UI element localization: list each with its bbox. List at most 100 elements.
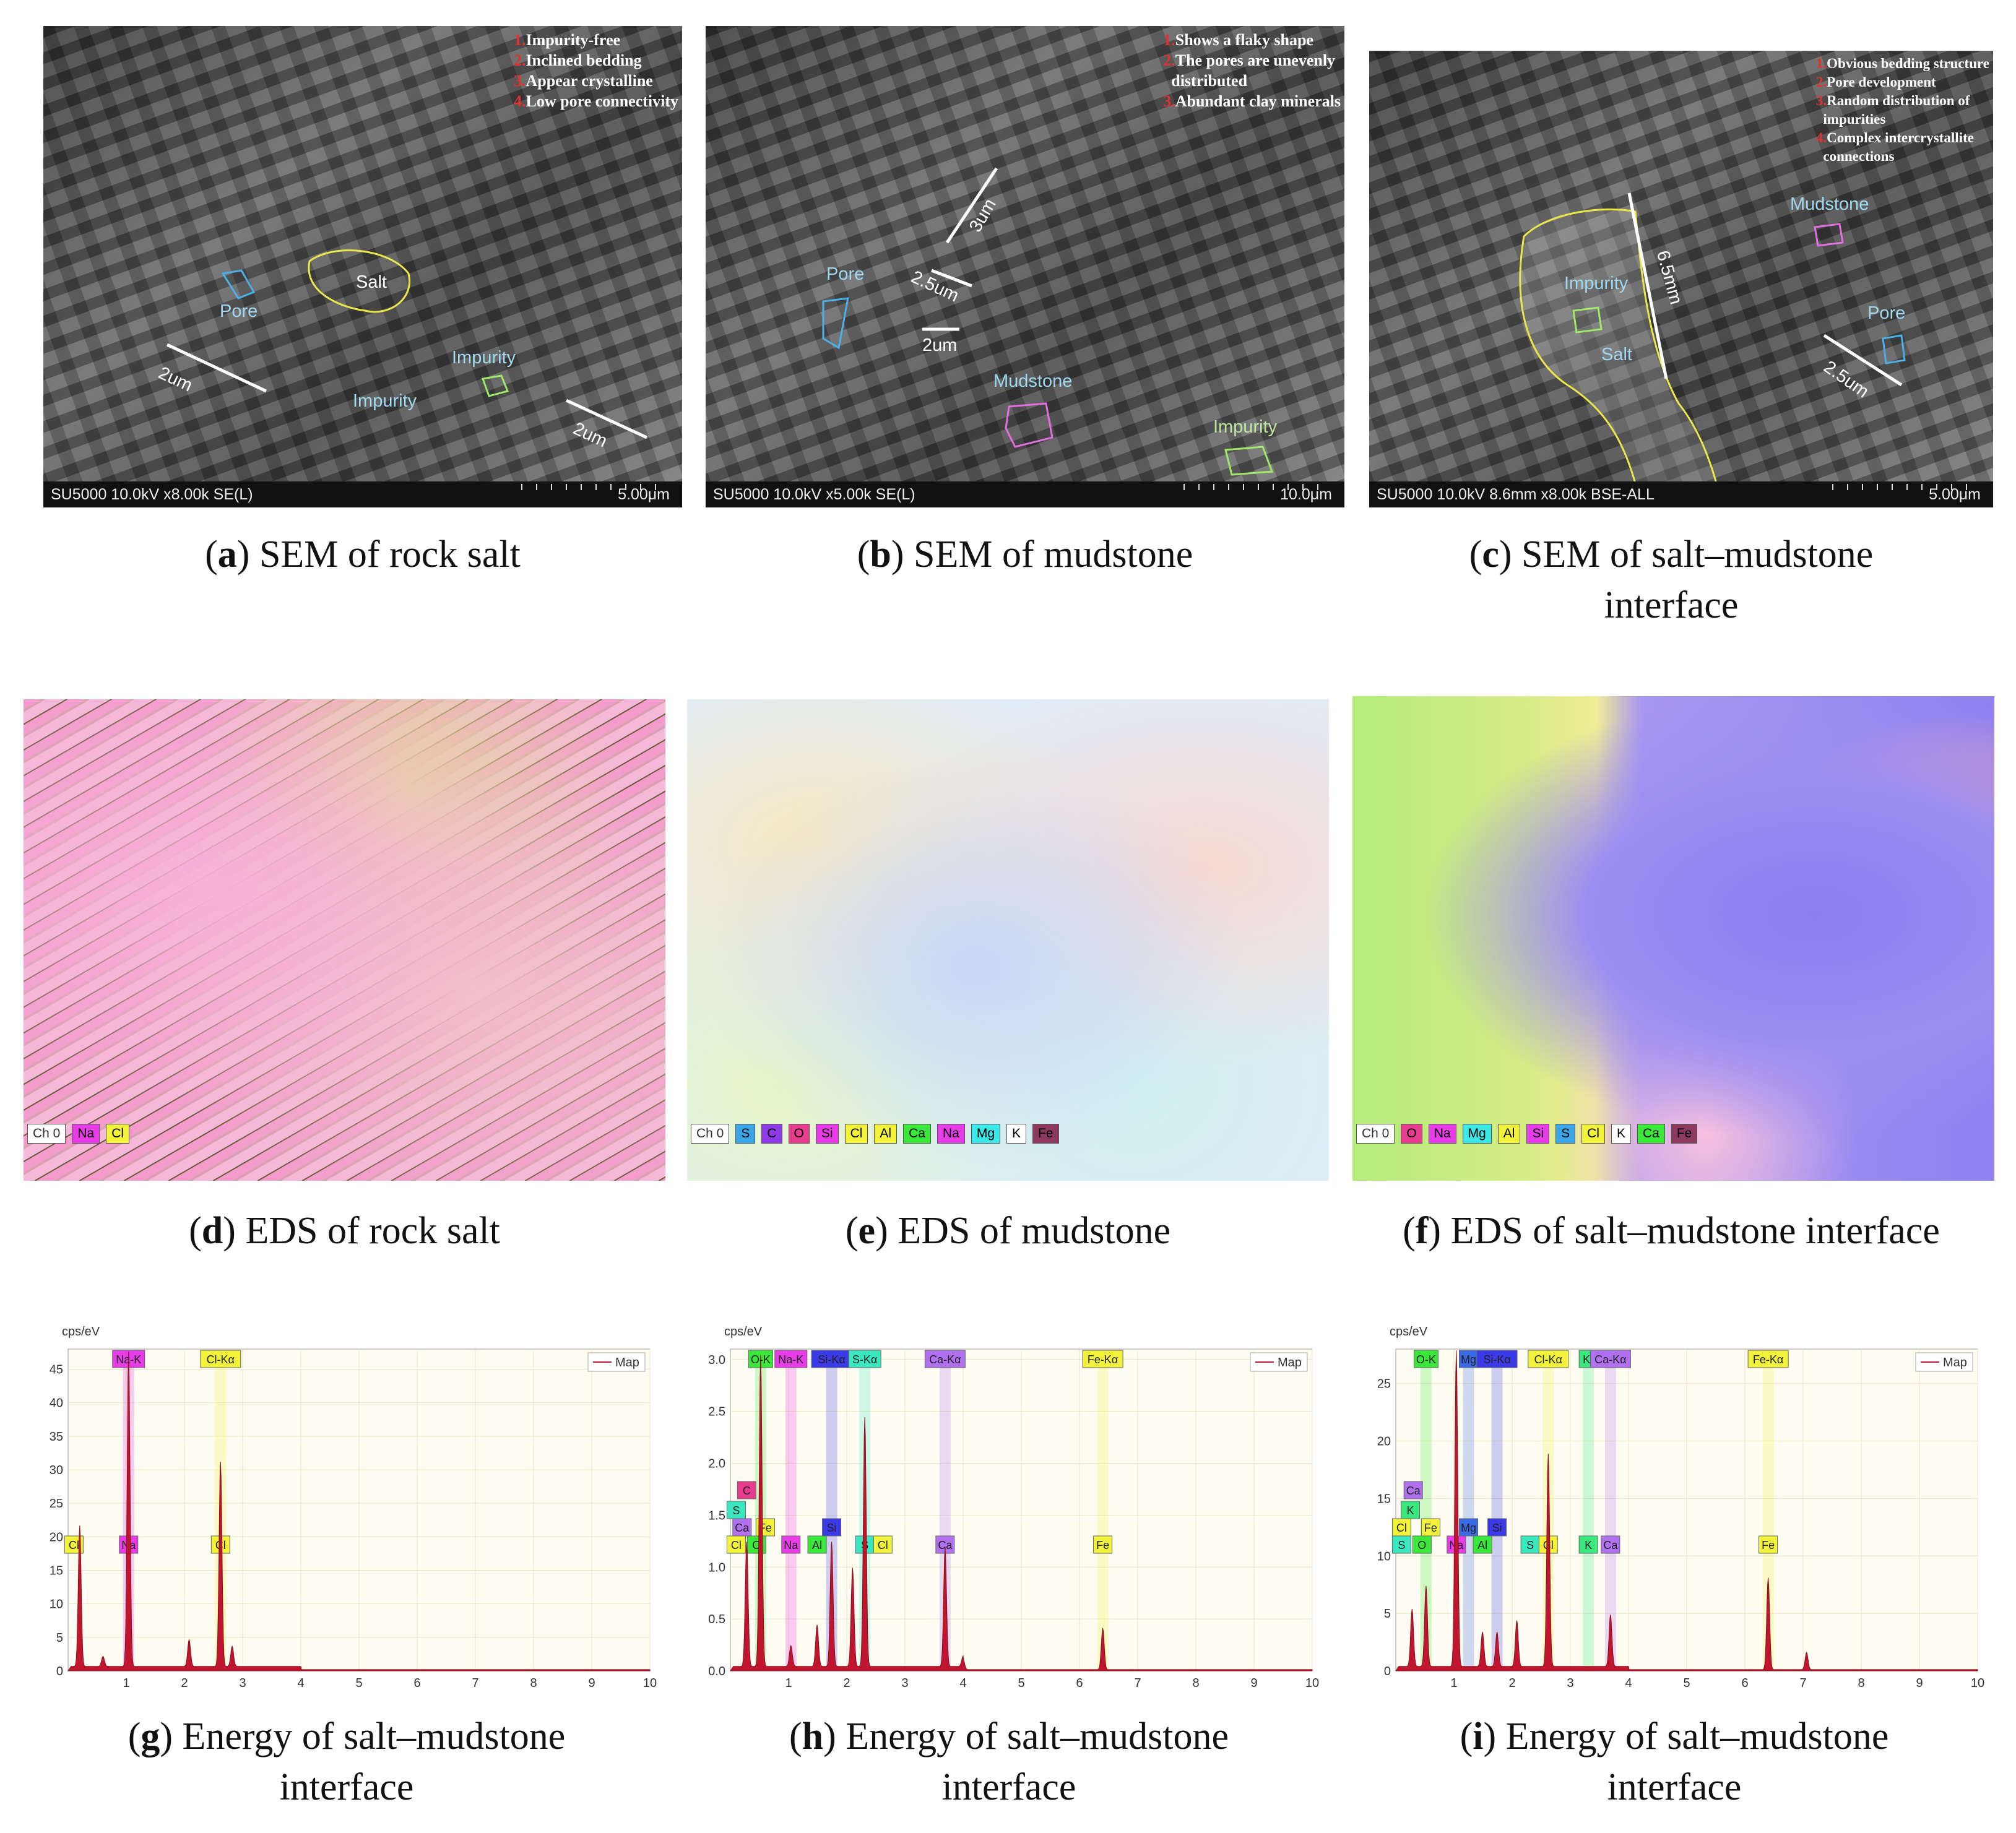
element-marker: [1520, 1535, 1540, 1554]
sem-annotations: [166, 249, 648, 439]
note-line: 2.The pores are unevenly: [1163, 50, 1341, 71]
legend-label: Map: [1278, 1356, 1302, 1369]
element-marker-label: S-Kα: [852, 1353, 877, 1366]
element-marker: [1413, 1350, 1438, 1368]
mudstone-outline: [1814, 223, 1844, 247]
impurity-label: Impurity: [1564, 274, 1629, 293]
note-line: connections: [1816, 147, 1989, 166]
x-tick-label: 9: [1250, 1676, 1257, 1690]
y-axis-label: cps/eV: [724, 1325, 763, 1339]
x-tick-label: 5: [1018, 1676, 1024, 1690]
element-marker-label: S: [1526, 1539, 1534, 1551]
element-chip: Cl: [106, 1124, 130, 1144]
x-tick-label: 2: [843, 1676, 850, 1690]
x-tick-label: 4: [959, 1676, 966, 1690]
y-tick-label: 10: [1377, 1550, 1391, 1563]
element-marker: [1601, 1535, 1620, 1554]
dim-arrow-2: [565, 399, 648, 439]
element-marker-label: Cl: [1396, 1522, 1407, 1534]
y-tick-label: 0.5: [708, 1613, 725, 1626]
energy-spectrum-chart: 1 2 3 4 5 6 7 8 9 10 0.0 0.5 1.0 1.5 2.0 2.5 3.0 cps/eV Ma…: [708, 1325, 1319, 1690]
element-marker-label: Na-K: [778, 1353, 803, 1366]
note-text: connections: [1815, 149, 1895, 164]
note-text: distributed: [1163, 72, 1248, 90]
element-chip: O: [1401, 1124, 1422, 1144]
element-band: [1604, 1355, 1616, 1671]
pore-label: Pore: [220, 301, 258, 321]
element-chip: Fe: [1671, 1124, 1698, 1144]
caption-a: (a) SEM of rock salt: [205, 533, 521, 576]
element-marker: [726, 1501, 746, 1519]
x-tick-label: 2: [181, 1676, 188, 1690]
element-marker-label: Ca: [1603, 1539, 1618, 1551]
note-text: impurities: [1815, 111, 1886, 127]
note-number: 2.: [1815, 74, 1827, 90]
element-marker-label: Cl: [69, 1539, 79, 1551]
element-marker: [1528, 1350, 1569, 1368]
legend-label: Map: [1943, 1356, 1967, 1369]
element-chip: Cl: [1581, 1124, 1605, 1144]
sem-rock-salt-image: 1.Impurity-free 2.Inclined bedding 3.Appea…: [43, 26, 682, 507]
sem-notes: 1.Impurity-free 2.Inclined bedding 3.Appea…: [514, 30, 678, 111]
element-chip: K: [1006, 1124, 1027, 1144]
x-tick-label: 1: [123, 1676, 129, 1690]
element-chip: Na: [72, 1124, 100, 1144]
x-tick-label: 2: [1508, 1676, 1515, 1690]
element-marker: [737, 1481, 756, 1499]
element-marker-label: Si-Kα: [1483, 1353, 1510, 1366]
note-text: Random distribution of: [1827, 93, 1970, 108]
y-tick-label: 45: [50, 1363, 63, 1377]
note-line: impurities: [1816, 110, 1989, 129]
pore-label: Pore: [1867, 303, 1906, 323]
element-chip: Na: [1428, 1124, 1456, 1144]
element-marker: [1487, 1518, 1507, 1537]
note-line: 1.Obvious bedding structure: [1816, 54, 1989, 73]
element-marker-label: C: [743, 1485, 751, 1497]
channel-chip: Ch 0: [1356, 1124, 1395, 1144]
element-chip: Mg: [971, 1124, 1001, 1144]
element-band: [1463, 1355, 1474, 1671]
x-tick-label: 4: [297, 1676, 304, 1690]
x-tick-label: 8: [1192, 1676, 1199, 1690]
energy-spectrum-chart: 12345678910051015202530354045cps/eVMapNa…: [50, 1325, 657, 1690]
element-marker-label: Ca: [1406, 1485, 1421, 1497]
y-tick-label: 40: [50, 1397, 63, 1410]
salt-label: Salt: [356, 272, 387, 292]
legend-label: Map: [615, 1356, 639, 1369]
note-number: 2.: [514, 51, 526, 69]
note-line: 4.Low pore connectivity: [514, 91, 678, 111]
element-marker-label: Al: [812, 1539, 822, 1551]
impurity-outline: [1572, 306, 1603, 334]
element-marker-label: O: [1417, 1539, 1426, 1551]
caption-g: (g) Energy of salt–mudstone interface: [128, 1715, 566, 1808]
impurity-label-2: Impurity: [353, 391, 417, 411]
pore-outline: [1882, 334, 1906, 364]
element-marker: [1459, 1350, 1478, 1368]
energy-spectrum-chart: 1 2 3 4 5 6 7 8 9 10 0 5 10 15 20 25 cps/eV Map O-K Mg Si-Kα…: [1377, 1325, 1984, 1690]
element-marker: [726, 1535, 746, 1554]
impurity-outline: [481, 374, 509, 397]
element-marker-label: Fe: [1762, 1539, 1775, 1551]
sem-annotations: [1519, 192, 1906, 507]
note-number: 3.: [1163, 92, 1175, 110]
note-text: Low pore connectivity: [526, 92, 679, 110]
element-band: [1097, 1355, 1109, 1671]
y-tick-label: 0.0: [708, 1665, 725, 1678]
element-marker: [924, 1350, 966, 1368]
eds-interface-map: Ch 0 O Na Mg Al Si S Cl K Ca Fe: [1352, 696, 1994, 1181]
element-marker: [822, 1518, 842, 1537]
x-tick-label: 8: [530, 1676, 537, 1690]
element-marker: [1578, 1535, 1598, 1554]
mudstone-label: Mudstone: [993, 371, 1073, 391]
eds-legend: Ch 0 S C O Si Cl Al Ca Na Mg K Fe: [691, 1124, 1059, 1144]
note-line: 3.Abundant clay minerals: [1163, 91, 1341, 111]
note-text: Impurity-free: [526, 31, 621, 49]
element-chip: Si: [815, 1124, 839, 1144]
element-chip: S: [735, 1124, 756, 1144]
element-marker: [1590, 1350, 1631, 1368]
element-marker-label: Fe: [1096, 1539, 1109, 1551]
element-band: [826, 1355, 837, 1671]
y-tick-label: 25: [50, 1497, 63, 1511]
note-number: 1.: [1163, 31, 1175, 49]
eds-mudstone-map: Ch 0 S C O Si Cl Al Ca Na Mg K Fe: [687, 699, 1329, 1181]
